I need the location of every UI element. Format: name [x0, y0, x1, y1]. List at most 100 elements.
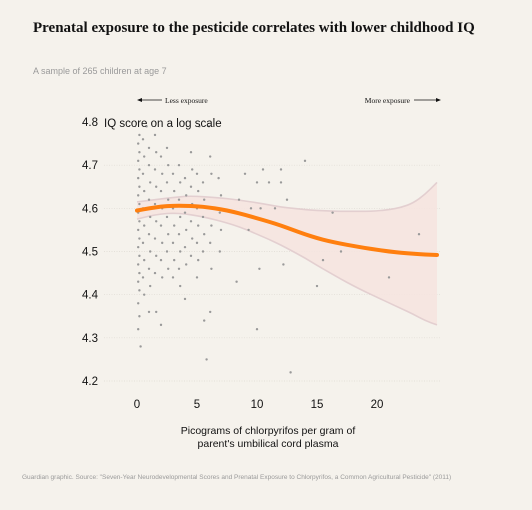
less-exposure-annotation: Less exposure — [137, 96, 208, 105]
data-point — [210, 267, 213, 270]
data-point — [147, 310, 151, 314]
data-point — [273, 207, 277, 210]
x-axis-label-line1: Picograms of chlorpyrifos per gram of — [181, 425, 356, 437]
data-point — [185, 263, 188, 266]
data-point — [282, 263, 285, 266]
data-point — [137, 328, 140, 331]
data-point — [191, 237, 194, 240]
data-point — [153, 133, 157, 137]
data-point — [183, 297, 187, 301]
data-point — [165, 215, 169, 219]
data-point — [155, 310, 158, 314]
data-point — [243, 172, 247, 175]
data-point — [159, 258, 163, 262]
y-tick-label: 4.7 — [82, 160, 98, 172]
data-point — [149, 284, 152, 288]
data-point — [177, 267, 181, 270]
data-point — [177, 198, 181, 201]
less-exposure-label: Less exposure — [165, 96, 208, 105]
data-point — [247, 228, 250, 232]
y-axis-label: IQ score on a log scale — [104, 118, 222, 130]
data-point — [137, 176, 140, 180]
data-point — [155, 185, 158, 188]
data-point — [285, 198, 289, 201]
data-point — [279, 181, 283, 184]
x-tick-label: 10 — [251, 399, 264, 411]
data-point — [155, 254, 158, 258]
y-tick-label: 4.2 — [82, 376, 98, 388]
data-point — [137, 280, 140, 283]
data-point — [189, 220, 193, 223]
data-point — [137, 245, 140, 249]
data-point — [387, 276, 391, 279]
data-point — [137, 194, 140, 197]
data-point — [255, 181, 259, 184]
y-tick-label: 4.5 — [82, 247, 98, 259]
data-point — [153, 168, 157, 171]
data-point — [138, 185, 141, 188]
fit-line — [135, 203, 439, 257]
data-point — [417, 233, 421, 236]
data-point — [203, 319, 206, 322]
x-tick-label: 5 — [194, 399, 200, 411]
confidence-band-lower — [136, 212, 438, 326]
data-point — [255, 328, 259, 331]
data-point — [155, 151, 158, 154]
confidence-band — [136, 181, 438, 326]
chart-title: Prenatal exposure to the pesticide corre… — [33, 20, 475, 36]
data-point — [138, 151, 141, 154]
data-point — [141, 276, 145, 279]
data-point — [209, 155, 212, 158]
data-point — [179, 215, 182, 219]
data-point — [198, 125, 201, 128]
data-point — [179, 181, 182, 184]
data-point — [147, 198, 151, 201]
data-point — [207, 125, 211, 128]
data-point — [139, 345, 142, 348]
data-point — [167, 267, 170, 270]
data-point — [149, 215, 152, 219]
confidence-band-upper — [136, 181, 438, 213]
data-point — [185, 194, 188, 197]
data-point — [183, 245, 187, 249]
data-point — [143, 224, 146, 227]
data-point — [189, 254, 193, 258]
data-point — [209, 241, 212, 245]
data-point — [177, 233, 181, 236]
data-point — [197, 224, 200, 227]
data-point — [138, 315, 141, 318]
chart-subtitle: A sample of 265 children at age 7 — [33, 66, 167, 76]
data-point — [177, 163, 181, 167]
data-point — [258, 267, 261, 270]
data-point — [171, 241, 175, 245]
x-tick-label: 20 — [371, 399, 384, 411]
data-point — [201, 215, 205, 219]
data-point — [219, 194, 223, 197]
data-point — [201, 181, 205, 184]
data-point — [218, 211, 221, 214]
data-point — [203, 198, 206, 201]
y-tick-label: 4.4 — [82, 290, 99, 302]
data-point — [159, 155, 163, 158]
data-point — [138, 220, 141, 223]
data-point — [173, 189, 176, 193]
data-point — [171, 172, 175, 175]
y-tick-label: 4.3 — [82, 333, 98, 345]
data-point — [289, 371, 292, 374]
data-point — [143, 189, 146, 193]
data-point — [331, 211, 334, 214]
data-point — [161, 241, 164, 245]
data-point — [261, 168, 265, 171]
data-point — [165, 146, 169, 150]
data-point — [210, 172, 213, 175]
data-point — [267, 181, 271, 184]
data-point — [210, 224, 213, 227]
data-point — [209, 310, 212, 314]
data-point — [303, 159, 307, 163]
data-point — [138, 133, 141, 137]
data-point — [189, 151, 193, 154]
x-tick-label: 15 — [311, 399, 324, 411]
data-point — [259, 207, 262, 210]
data-point — [155, 220, 158, 223]
